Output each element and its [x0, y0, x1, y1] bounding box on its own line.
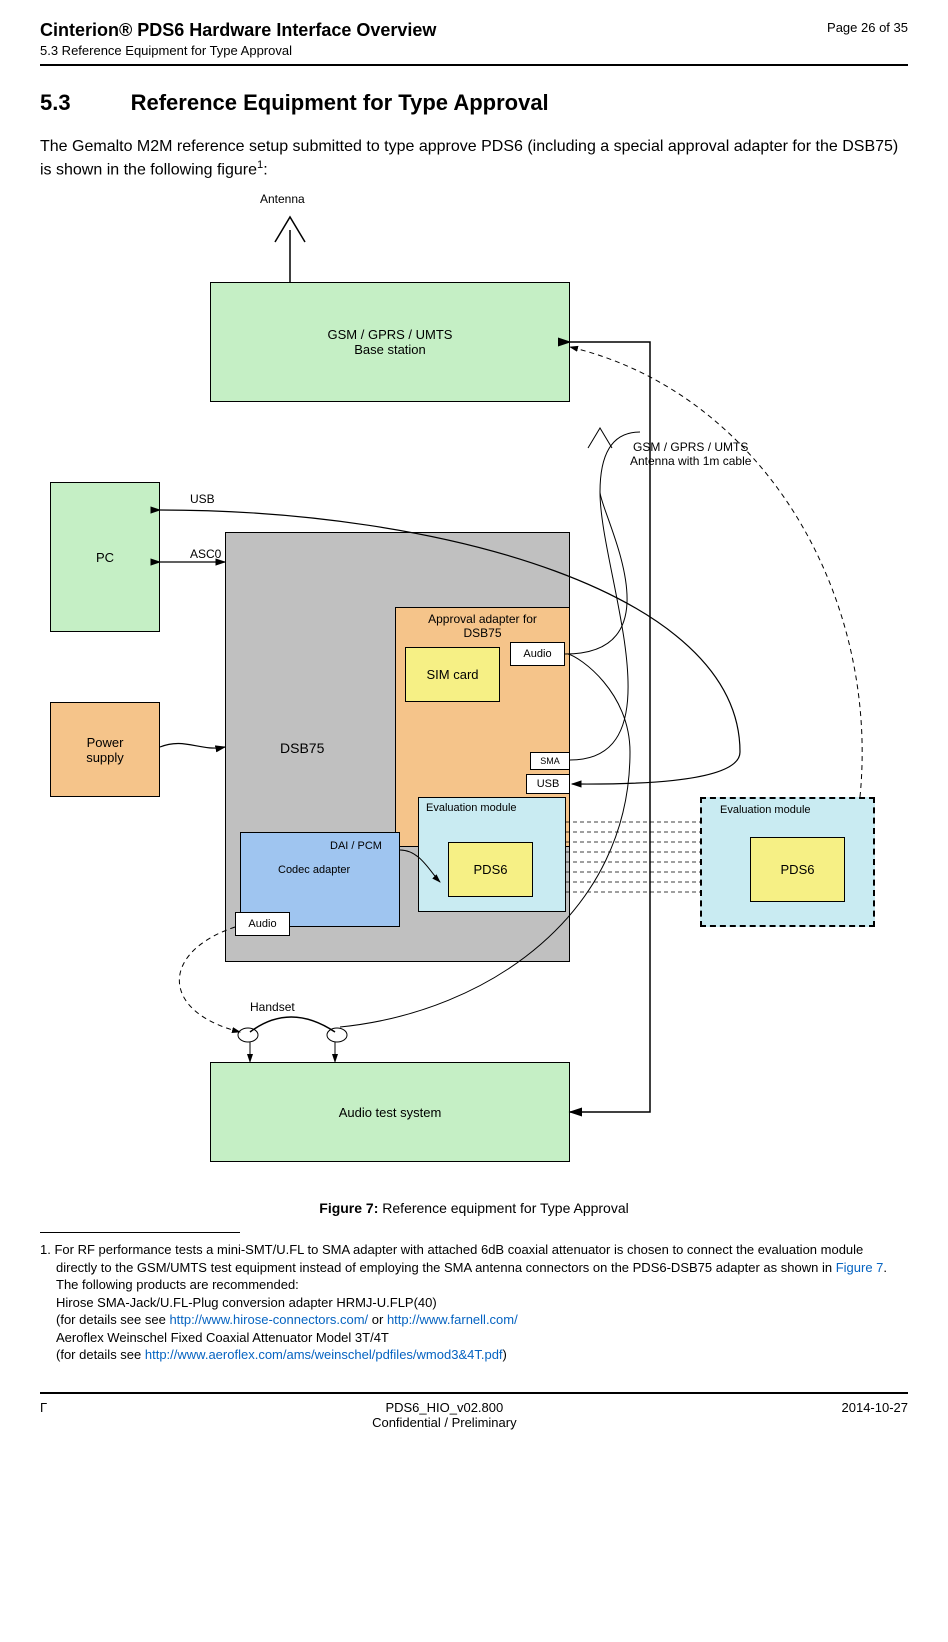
- figure-caption-text: Reference equipment for Type Approval: [378, 1200, 628, 1216]
- audio-test-box: Audio test system: [210, 1062, 570, 1162]
- section-title-text: Reference Equipment for Type Approval: [131, 90, 549, 116]
- pds6-outer-text: PDS6: [781, 862, 815, 877]
- footnote-separator: [40, 1232, 240, 1233]
- page-footer: Γ PDS6_HIO_v02.800 Confidential / Prelim…: [40, 1392, 908, 1430]
- intro-colon: :: [263, 162, 267, 179]
- power-supply-text: Power supply: [86, 735, 124, 765]
- approval-adapter-text: Approval adapter for DSB75: [410, 612, 555, 640]
- usb-connector-box: USB: [526, 774, 570, 794]
- page-number: Page 26 of 35: [827, 20, 908, 35]
- url-farnell[interactable]: http://www.farnell.com/: [387, 1312, 518, 1327]
- footer-confidential: Confidential / Preliminary: [47, 1415, 841, 1430]
- handset-label: Handset: [250, 1000, 295, 1014]
- base-station-text: GSM / GPRS / UMTS Base station: [328, 327, 453, 357]
- sim-card-box: SIM card: [405, 647, 500, 702]
- page: Cinterion® PDS6 Hardware Interface Overv…: [0, 0, 948, 1450]
- page-header: Cinterion® PDS6 Hardware Interface Overv…: [40, 20, 908, 66]
- asc0-label: ASC0: [190, 547, 221, 561]
- section-number: 5.3: [40, 90, 71, 116]
- audio-connector-box: Audio: [510, 642, 565, 666]
- figure-link[interactable]: Figure 7: [836, 1260, 884, 1275]
- pds6-inner-text: PDS6: [474, 862, 508, 877]
- doc-title: Cinterion® PDS6 Hardware Interface Overv…: [40, 20, 436, 41]
- footnote-1: 1. For RF performance tests a mini-SMT/U…: [40, 1241, 908, 1364]
- pc-box: PC: [50, 482, 160, 632]
- dai-pcm-label: DAI / PCM: [330, 840, 382, 852]
- pds6-inner-box: PDS6: [448, 842, 533, 897]
- sma-connector-text: SMA: [540, 756, 560, 766]
- pds6-outer-box: PDS6: [750, 837, 845, 902]
- figure-caption: Figure 7: Reference equipment for Type A…: [40, 1200, 908, 1216]
- usb-label: USB: [190, 492, 215, 506]
- sim-card-text: SIM card: [426, 667, 478, 682]
- footnote-text-5a: (for details see: [56, 1347, 145, 1362]
- doc-subtitle: 5.3 Reference Equipment for Type Approva…: [40, 43, 436, 58]
- url-aeroflex[interactable]: http://www.aeroflex.com/ams/weinschel/pd…: [145, 1347, 503, 1362]
- dsb75-label: DSB75: [280, 740, 324, 756]
- url-hirose[interactable]: http://www.hirose-connectors.com/: [169, 1312, 368, 1327]
- footer-docid: PDS6_HIO_v02.800: [47, 1400, 841, 1415]
- audio-codec-text: Audio: [248, 918, 276, 930]
- usb-connector-text: USB: [537, 778, 560, 790]
- audio-connector-text: Audio: [523, 648, 551, 660]
- footnote-text-1: For RF performance tests a mini-SMT/U.FL…: [54, 1242, 863, 1275]
- footer-center: PDS6_HIO_v02.800 Confidential / Prelimin…: [47, 1400, 841, 1430]
- intro-text: The Gemalto M2M reference setup submitte…: [40, 138, 898, 179]
- codec-adapter-label: Codec adapter: [278, 864, 350, 876]
- antenna-label: Antenna: [260, 192, 305, 206]
- base-station-box: GSM / GPRS / UMTS Base station: [210, 282, 570, 402]
- intro-paragraph: The Gemalto M2M reference setup submitte…: [40, 136, 908, 182]
- section-heading: 5.3 Reference Equipment for Type Approva…: [40, 90, 908, 116]
- footer-right: 2014-10-27: [842, 1400, 909, 1430]
- eval-inner-text: Evaluation module: [426, 802, 517, 814]
- footer-left: Γ: [40, 1400, 47, 1430]
- footnote-text-5b: ): [503, 1347, 507, 1362]
- audio-codec-box: Audio: [235, 912, 290, 936]
- pc-text: PC: [96, 550, 114, 565]
- power-supply-box: Power supply: [50, 702, 160, 797]
- diagram: Antenna GSM / GPRS / UMTS Base station G…: [40, 192, 908, 1192]
- footnote-text-2: Hirose SMA-Jack/U.FL-Plug conversion ada…: [56, 1295, 437, 1310]
- eval-outer-text: Evaluation module: [720, 804, 811, 816]
- header-left: Cinterion® PDS6 Hardware Interface Overv…: [40, 20, 436, 58]
- sma-connector-box: SMA: [530, 752, 570, 770]
- audio-test-text: Audio test system: [339, 1105, 442, 1120]
- footnote-text-4: Aeroflex Weinschel Fixed Coaxial Attenua…: [56, 1330, 389, 1345]
- footnote-number: 1.: [40, 1242, 51, 1257]
- gsm-antenna-label: GSM / GPRS / UMTS Antenna with 1m cable: [630, 440, 751, 468]
- footnote-text-3a: (for details see see: [56, 1312, 169, 1327]
- figure-label: Figure 7:: [319, 1200, 378, 1216]
- footnote-text-3b: or: [368, 1312, 387, 1327]
